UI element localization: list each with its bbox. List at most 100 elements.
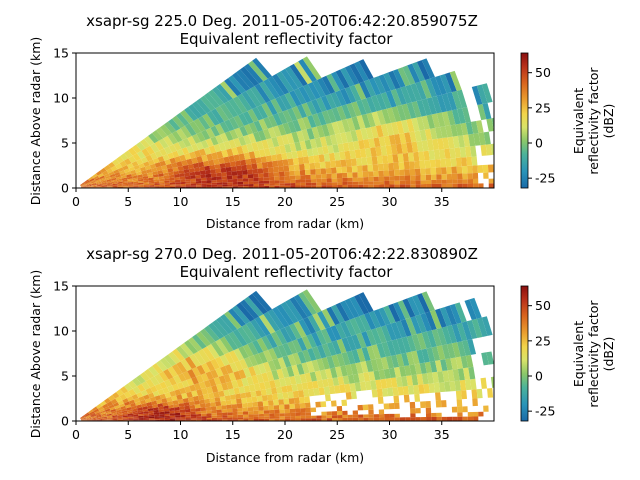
reflectivity-cell — [320, 168, 327, 175]
reflectivity-cell — [236, 302, 255, 322]
reflectivity-cell — [330, 304, 345, 324]
reflectivity-cell — [287, 108, 298, 122]
reflectivity-cell — [262, 128, 272, 140]
reflectivity-cell — [373, 170, 379, 177]
reflectivity-cell — [176, 148, 185, 157]
reflectivity-cell — [334, 152, 341, 161]
reflectivity-cell — [264, 418, 270, 421]
reflectivity-cell — [241, 397, 248, 404]
reflectivity-cell — [205, 360, 216, 372]
reflectivity-cell — [96, 183, 102, 186]
reflectivity-cell — [258, 185, 265, 188]
reflectivity-cell — [402, 65, 416, 85]
reflectivity-cell — [91, 186, 97, 188]
reflectivity-cell — [253, 353, 263, 365]
reflectivity-cell — [321, 357, 331, 370]
reflectivity-cell — [102, 186, 108, 188]
reflectivity-cell — [267, 400, 274, 406]
reflectivity-cell — [242, 111, 254, 125]
reflectivity-cell — [413, 151, 420, 162]
reflectivity-cell — [294, 374, 302, 385]
reflectivity-cell — [286, 133, 295, 144]
reflectivity-cell — [81, 185, 87, 188]
reflectivity-cell — [284, 408, 291, 414]
reflectivity-cell — [335, 160, 342, 168]
reflectivity-cell — [407, 385, 415, 395]
reflectivity-cell — [268, 172, 275, 178]
reflectivity-cell — [272, 393, 279, 401]
reflectivity-cell — [172, 399, 179, 405]
reflectivity-cell — [342, 142, 350, 152]
reflectivity-cell — [263, 78, 280, 99]
reflectivity-cell — [156, 399, 163, 405]
reflectivity-cell — [112, 186, 118, 188]
reflectivity-cell — [127, 178, 133, 181]
reflectivity-cell — [411, 350, 420, 365]
reflectivity-cell — [210, 168, 217, 174]
reflectivity-cell — [361, 98, 372, 114]
reflectivity-cell — [459, 146, 467, 158]
reflectivity-cell — [482, 102, 492, 120]
reflectivity-cell — [157, 156, 165, 163]
reflectivity-cell — [274, 176, 280, 181]
reflectivity-cell — [471, 156, 478, 166]
reflectivity-cell — [287, 391, 294, 399]
x-tick-label: 15 — [225, 194, 241, 209]
reflectivity-cell — [190, 181, 197, 184]
reflectivity-cell — [133, 186, 139, 188]
reflectivity-cell — [407, 63, 421, 84]
reflectivity-cell — [253, 183, 259, 186]
reflectivity-cell — [167, 133, 178, 145]
reflectivity-cell — [282, 355, 292, 368]
reflectivity-cell — [487, 164, 494, 173]
x-axis: 0 5 10 15 20 25 30 35 — [72, 188, 450, 209]
reflectivity-cell — [89, 412, 96, 416]
reflectivity-cell — [346, 117, 356, 132]
reflectivity-cell — [272, 125, 282, 137]
reflectivity-cell — [323, 386, 331, 395]
reflectivity-cell — [351, 334, 362, 350]
reflectivity-cell — [327, 378, 335, 387]
reflectivity-cell — [434, 75, 447, 95]
reflectivity-cell — [431, 113, 441, 128]
reflectivity-cell — [351, 349, 361, 364]
reflectivity-cell — [364, 312, 376, 330]
reflectivity-cell — [86, 418, 92, 420]
reflectivity-cell — [167, 401, 174, 406]
reflectivity-cell — [117, 413, 123, 416]
reflectivity-cell — [439, 306, 452, 327]
reflectivity-cell — [289, 170, 295, 176]
reflectivity-cell — [141, 403, 148, 408]
reflectivity-cell — [316, 125, 325, 138]
reflectivity-cell — [128, 166, 136, 172]
reflectivity-cell — [284, 325, 297, 342]
reflectivity-cell — [300, 185, 306, 188]
reflectivity-cell — [248, 133, 257, 144]
reflectivity-cell — [261, 335, 273, 350]
reflectivity-cell — [271, 136, 280, 148]
reflectivity-cell — [403, 161, 410, 170]
reflectivity-cell — [331, 107, 342, 122]
reflectivity-cell — [351, 101, 362, 117]
reflectivity-cell — [180, 412, 186, 416]
reflectivity-cell — [340, 132, 348, 144]
reflectivity-cell — [258, 382, 266, 391]
reflectivity-cell — [336, 338, 347, 354]
reflectivity-cell — [107, 418, 113, 420]
reflectivity-cell — [172, 150, 180, 158]
reflectivity-cell — [446, 416, 453, 421]
reflectivity-cell — [187, 396, 194, 403]
reflectivity-cell — [237, 407, 243, 412]
reflectivity-cell — [237, 184, 244, 187]
reflectivity-cell — [301, 129, 310, 141]
reflectivity-cell — [150, 376, 160, 386]
reflectivity-cell — [89, 178, 95, 182]
reflectivity-cell — [289, 323, 302, 340]
reflectivity-cell — [395, 143, 403, 154]
reflectivity-cell — [188, 168, 195, 173]
reflectivity-cell — [277, 392, 284, 400]
reflectivity-cell — [356, 99, 367, 116]
reflectivity-cell — [253, 414, 259, 417]
reflectivity-cell — [390, 121, 400, 135]
reflectivity-cell — [127, 411, 133, 414]
